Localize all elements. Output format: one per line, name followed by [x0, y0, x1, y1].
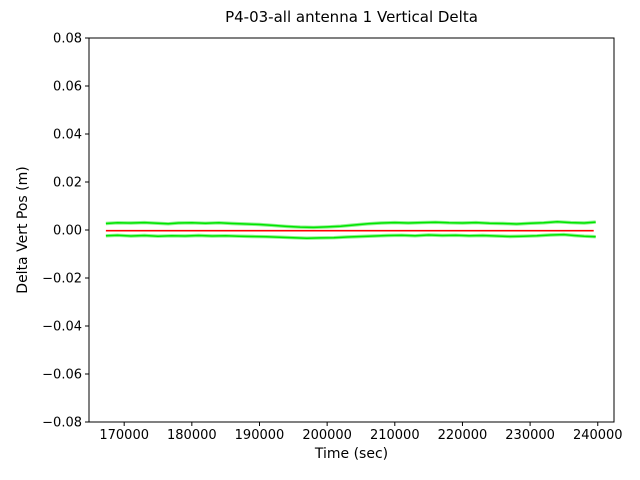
x-tick-label: 230000 [505, 428, 555, 443]
series-antenna-1-upper-delta-trace [105, 221, 596, 229]
y-tick-label: −0.08 [42, 416, 82, 431]
x-axis-label: Time (sec) [314, 446, 389, 462]
x-tick-label: 240000 [573, 428, 623, 443]
x-tick-label: 170000 [99, 428, 149, 443]
chart-title: P4-03-all antenna 1 Vertical Delta [225, 8, 478, 26]
y-tick-label: 0.02 [53, 176, 82, 191]
x-tick-label: 220000 [438, 428, 488, 443]
y-tick-label: −0.06 [42, 368, 82, 383]
y-tick-label: −0.04 [42, 320, 82, 335]
x-tick-label: 210000 [370, 428, 420, 443]
x-tick-label: 190000 [235, 428, 285, 443]
y-tick-label: 0.08 [53, 32, 82, 47]
series-antenna-1-lower-delta-trace [105, 233, 596, 239]
y-tick-label: 0.06 [53, 80, 82, 95]
x-tick-label: 200000 [302, 428, 352, 443]
y-tick-label: 0.04 [53, 128, 82, 143]
y-tick-label: 0.00 [53, 224, 82, 239]
x-tick-label: 180000 [167, 428, 217, 443]
y-tick-label: −0.02 [42, 272, 82, 287]
